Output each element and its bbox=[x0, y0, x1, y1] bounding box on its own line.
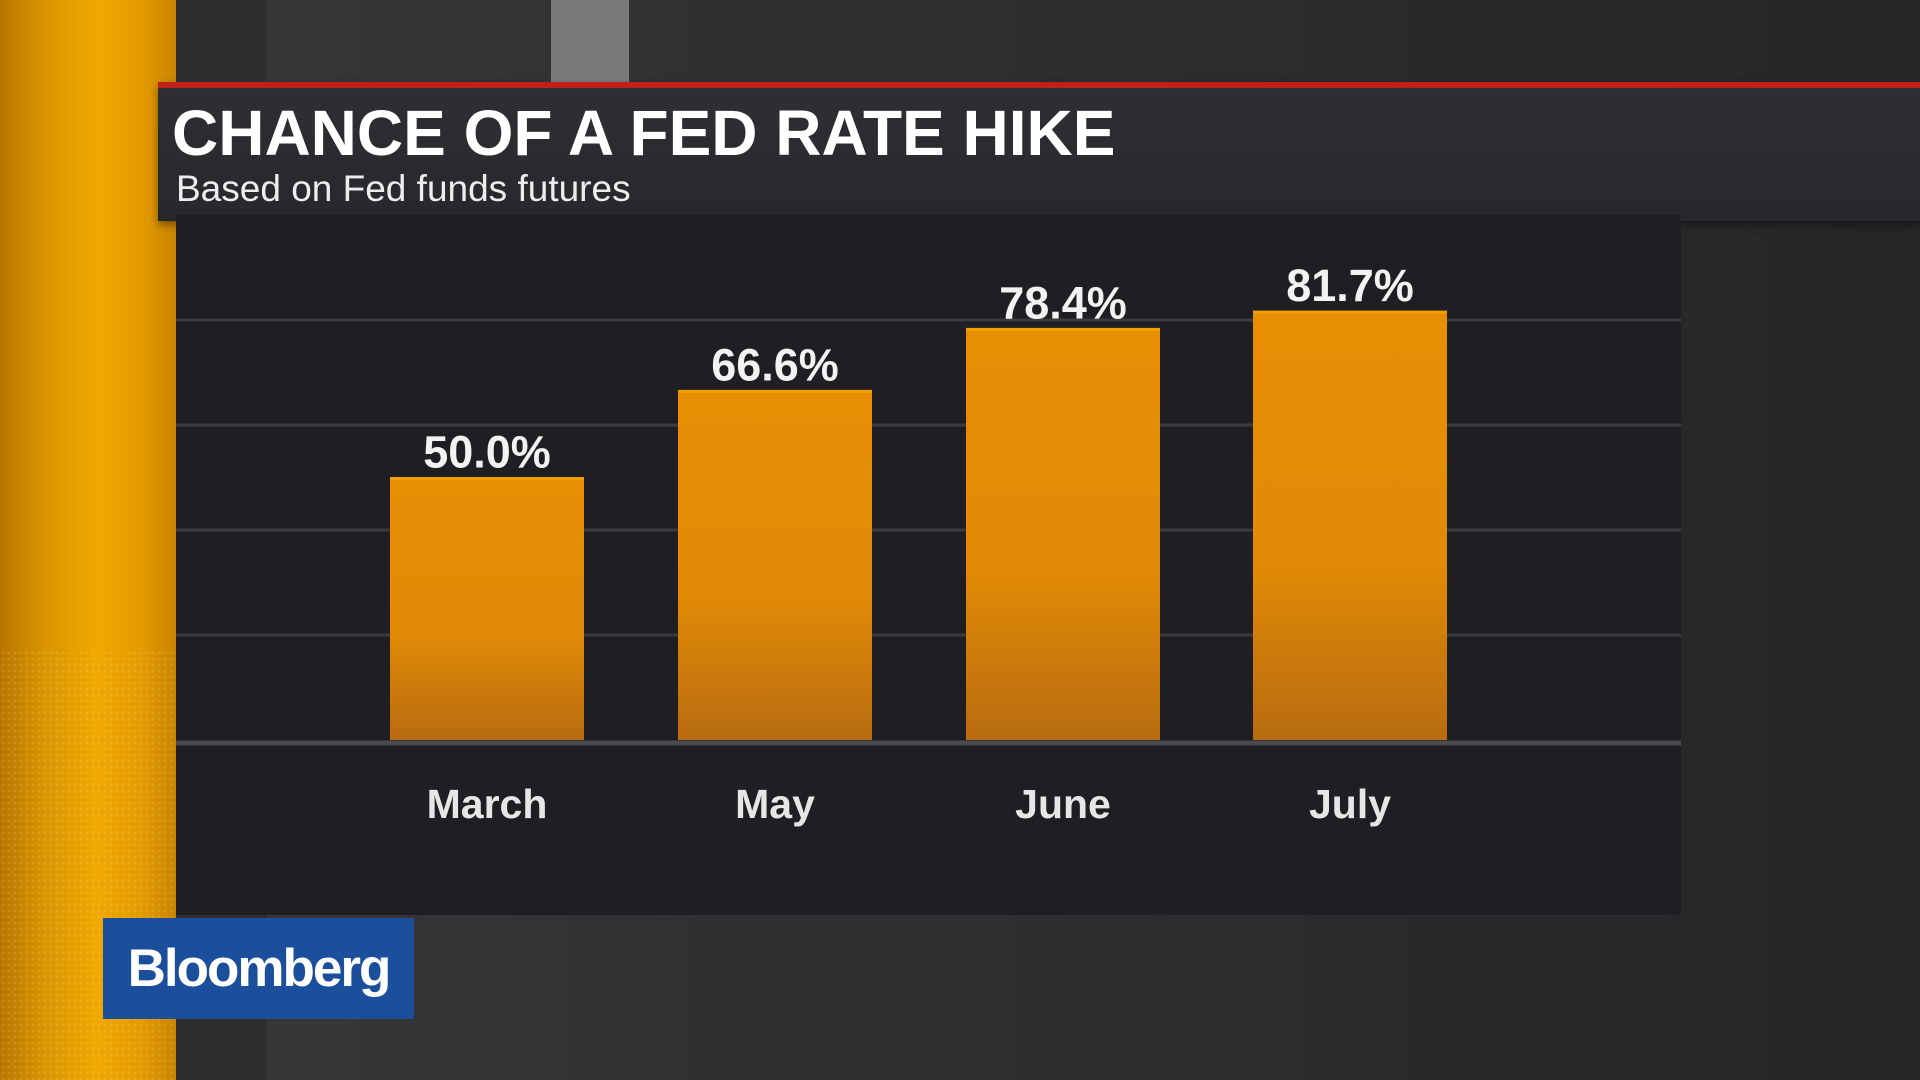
x-tick-label: March bbox=[427, 781, 548, 827]
bar-june bbox=[966, 328, 1160, 740]
data-labels: 50.0% 66.6% 78.4% 81.7% bbox=[423, 260, 1414, 477]
data-label: 81.7% bbox=[1286, 260, 1414, 311]
bar-march bbox=[390, 477, 584, 740]
x-tick-label: July bbox=[1309, 781, 1391, 827]
x-tick-label: June bbox=[1015, 781, 1111, 827]
data-label: 66.6% bbox=[711, 339, 839, 390]
bar-may bbox=[678, 390, 872, 740]
bar-july bbox=[1253, 311, 1447, 740]
chart-title: CHANCE OF A FED RATE HIKE bbox=[172, 97, 1116, 169]
x-tick-label: May bbox=[735, 781, 815, 827]
bloomberg-logo: Bloomberg bbox=[103, 918, 414, 1019]
chart-panel: 50.0% 66.6% 78.4% 81.7% March May June July bbox=[176, 215, 1681, 915]
chart-subtitle: Based on Fed funds futures bbox=[176, 168, 631, 209]
left-accent-bar bbox=[0, 0, 176, 1080]
bar-chart: 50.0% 66.6% 78.4% 81.7% March May June July bbox=[176, 260, 1681, 827]
background-light bbox=[551, 0, 629, 84]
chart-header: CHANCE OF A FED RATE HIKE Based on Fed f… bbox=[158, 82, 1920, 221]
logo-text: Bloomberg bbox=[127, 939, 392, 998]
data-label: 78.4% bbox=[999, 277, 1127, 328]
bars bbox=[390, 310, 1447, 740]
x-tick-labels: March May June July bbox=[427, 781, 1392, 827]
data-label: 50.0% bbox=[423, 427, 551, 478]
